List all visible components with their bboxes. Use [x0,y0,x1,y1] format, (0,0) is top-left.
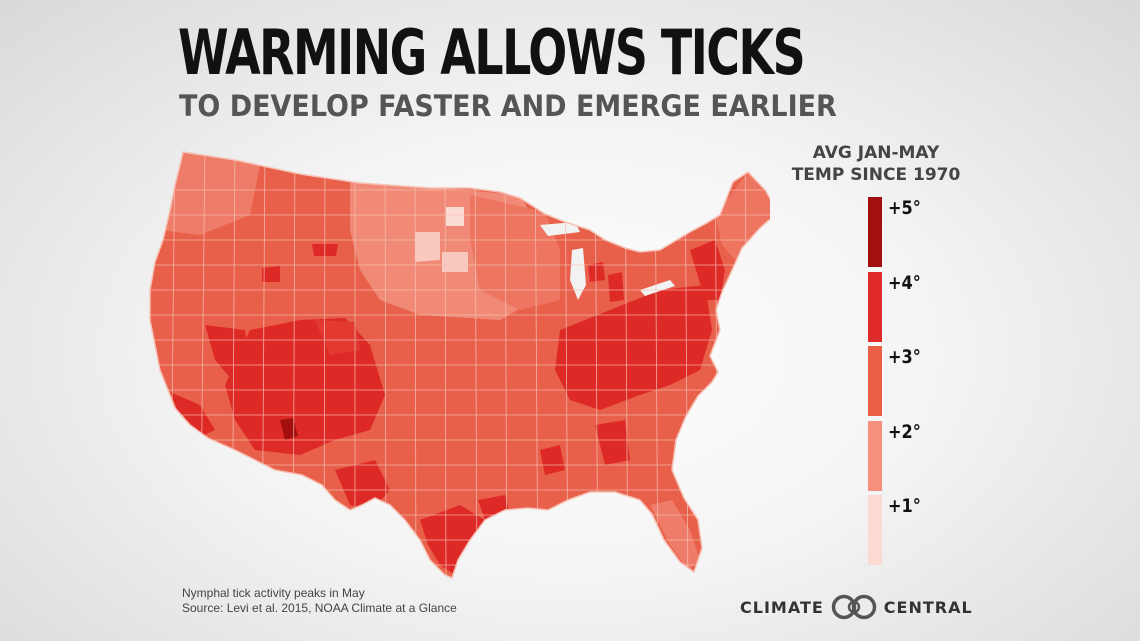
region-dakotas-lightest-2 [442,252,468,272]
legend-title-line1: AVG JAN-MAY [812,143,940,163]
region-mississippi-hot [540,445,565,475]
region-alabama-hot [595,420,630,465]
legend-swatch-plus3 [868,346,882,416]
legend-swatch-plus4 [868,272,882,342]
brand-right-text: CENTRAL [883,597,973,617]
region-dakotas-lightest [415,232,440,262]
legend-swatch-plus2 [868,421,882,491]
region-ohio-valley [555,285,712,410]
region-west-texas [335,460,390,510]
lake-superior [540,222,580,236]
lake-erie [640,280,675,296]
brand-left-text: CLIMATE [740,597,824,617]
legend-title: AVG JAN-MAY TEMP SINCE 1970 [778,142,974,186]
legend-label-plus4: +4° [888,272,921,294]
footnote-line1: Nymphal tick activity peaks in May [182,586,365,600]
climate-central-logo: CLIMATE CENTRAL [740,594,973,620]
lake-michigan [570,248,586,300]
region-upper-midwest [470,195,560,310]
legend-title-line2: TEMP SINCE 1970 [791,165,961,185]
legend-swatch-plus1 [868,495,882,565]
region-new-england [715,172,770,260]
legend-swatch-plus5 [868,197,882,267]
legend-label-plus5: +5° [888,197,921,219]
region-michigan-hot [588,262,605,282]
region-nd-light [446,207,464,226]
legend-label-plus1: +1° [888,495,921,517]
region-michigan-hot-2 [608,272,624,302]
legend-label-plus3: +3° [888,346,921,368]
subtitle: TO DEVELOP FASTER AND EMERGE EARLIER [179,89,837,123]
title: WARMING ALLOWS TICKS [178,16,806,89]
legend-label-plus2: +2° [888,421,921,443]
region-nevada-hot [205,325,250,380]
county-borders [150,152,770,578]
brand-rings-icon [831,594,877,620]
region-idaho-spot [262,266,280,282]
us-county-temperature-map [149,151,770,579]
region-colorado-hot [315,320,360,355]
map-regions [150,152,770,578]
footnote-line2: Source: Levi et al. 2015, NOAA Climate a… [182,601,457,615]
